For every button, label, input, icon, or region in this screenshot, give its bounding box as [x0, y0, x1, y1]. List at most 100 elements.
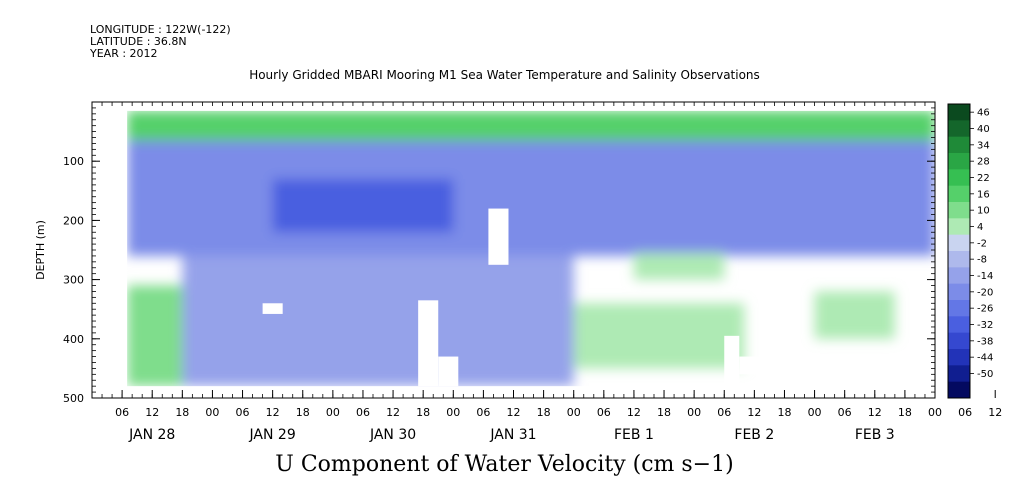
x-date-label: JAN 29 — [249, 427, 296, 443]
x-hour-tick-label: 18 — [537, 406, 551, 419]
colorbar-label: -44 — [977, 353, 993, 364]
y-axis-label: DEPTH (m) — [34, 220, 47, 280]
colorbar-swatch — [948, 381, 970, 399]
x-hour-tick-label: 00 — [687, 406, 701, 419]
x-hour-tick-label: 06 — [597, 406, 611, 419]
x-hour-tick-label: 12 — [747, 406, 761, 419]
x-hour-tick-label: 06 — [476, 406, 490, 419]
colorbar-swatch — [948, 300, 970, 317]
colorbar-swatch — [948, 349, 970, 366]
colorbar-label: -20 — [977, 287, 993, 298]
region-surface-positive — [127, 110, 935, 141]
colorbar-label: -26 — [977, 304, 993, 315]
x-hour-tick-label: 12 — [868, 406, 882, 419]
x-hour-tick-label: 18 — [296, 406, 310, 419]
colorbar-swatch — [948, 153, 970, 170]
data-gap — [724, 335, 740, 387]
colorbar-label: -32 — [977, 320, 993, 331]
x-date-label: FEB 2 — [734, 427, 774, 443]
x-hour-tick-label: 12 — [507, 406, 521, 419]
longitude-label: LONGITUDE : 122W(-122) — [90, 23, 231, 36]
x-hour-tick-label: 06 — [958, 406, 972, 419]
region-lower-negative — [182, 255, 574, 387]
colorbar-swatch — [948, 202, 970, 219]
y-tick-label: 300 — [63, 274, 84, 287]
colorbar-label: 10 — [977, 206, 990, 217]
data-gap — [488, 208, 509, 265]
x-hour-tick-label: 12 — [266, 406, 280, 419]
x-hour-tick-label: 06 — [717, 406, 731, 419]
data-gap — [438, 356, 459, 387]
data-gap — [418, 300, 439, 387]
x-hour-tick-label: 00 — [326, 406, 340, 419]
colorbar-swatch — [948, 267, 970, 285]
colorbar-swatch — [948, 234, 970, 252]
x-date-label: JAN 30 — [369, 427, 416, 443]
x-hour-tick-label: 18 — [777, 406, 791, 419]
x-hour-tick-label: 00 — [928, 406, 942, 419]
y-tick-label: 500 — [63, 392, 84, 405]
region-upper-negative — [127, 140, 935, 256]
colorbar-swatch — [948, 251, 970, 268]
no-data-left — [92, 102, 128, 398]
velocity-field — [127, 110, 935, 387]
x-date-label: FEB 3 — [855, 427, 895, 443]
x-hour-tick-label: 06 — [236, 406, 250, 419]
colorbar-label: 46 — [977, 108, 990, 119]
data-gap — [739, 356, 815, 375]
x-hour-tick-label: 18 — [416, 406, 430, 419]
x-hour-tick-label: 00 — [446, 406, 460, 419]
latitude-label: LATITUDE : 36.8N — [90, 35, 187, 48]
region-mid-positive-feb1 — [633, 252, 725, 280]
colorbar-label: -14 — [977, 271, 993, 282]
colorbar-label: 40 — [977, 124, 990, 135]
colorbar-label: 22 — [977, 173, 990, 184]
colorbar-swatch — [948, 316, 970, 334]
colorbar-label: -38 — [977, 336, 993, 347]
no-data-top — [92, 102, 935, 111]
colorbar-swatch — [948, 169, 970, 187]
x-date-label: JAN 31 — [489, 427, 536, 443]
region-deep-positive-feb3 — [814, 291, 895, 339]
colorbar-swatch — [948, 104, 970, 121]
colorbar-swatch — [948, 185, 970, 203]
x-hour-tick-label: 06 — [356, 406, 370, 419]
region-core-negative-jan30 — [272, 178, 454, 233]
colorbar-label: -50 — [977, 369, 993, 380]
year-label: YEAR : 2012 — [90, 47, 158, 60]
colorbar-label: 34 — [977, 140, 990, 151]
colorbar-label: 16 — [977, 189, 990, 200]
x-date-label: FEB 1 — [614, 427, 654, 443]
colorbar-swatch — [948, 218, 970, 236]
x-hour-tick-label: 00 — [567, 406, 581, 419]
chart-title: Hourly Gridded MBARI Mooring M1 Sea Wate… — [249, 68, 760, 82]
y-tick-label: 100 — [63, 155, 84, 168]
chart-xlabel: U Component of Water Velocity (cm s−1) — [275, 452, 734, 477]
x-hour-tick-label: 18 — [175, 406, 189, 419]
colorbar-swatch — [948, 120, 970, 138]
x-hour-tick-label: 18 — [657, 406, 671, 419]
colorbar-swatch — [948, 332, 970, 350]
x-hour-tick-label: 06 — [115, 406, 129, 419]
data-gap — [262, 303, 283, 314]
x-hour-tick-label: 18 — [898, 406, 912, 419]
x-hour-tick-label: 12 — [627, 406, 641, 419]
y-tick-label: 400 — [63, 333, 84, 346]
colorbar-swatch — [948, 283, 970, 301]
x-date-label: JAN 28 — [128, 427, 175, 443]
colorbar-swatch — [948, 365, 970, 383]
x-hour-tick-label: 00 — [808, 406, 822, 419]
colorbar-label: 4 — [977, 222, 983, 233]
x-hour-tick-label: 12 — [386, 406, 400, 419]
colorbar-label: 28 — [977, 157, 990, 168]
x-hour-tick-label: 12 — [145, 406, 159, 419]
region-deep-positive-feb1 — [573, 303, 745, 369]
x-hour-tick-label: 06 — [838, 406, 852, 419]
x-hour-tick-label: 00 — [205, 406, 219, 419]
colorbar-label: -2 — [977, 238, 987, 249]
colorbar-label: -8 — [977, 255, 987, 266]
region-deep-positive-jan28 — [127, 285, 183, 387]
x-hour-tick-label: 12 — [988, 406, 1002, 419]
colorbar-frame — [947, 103, 971, 399]
